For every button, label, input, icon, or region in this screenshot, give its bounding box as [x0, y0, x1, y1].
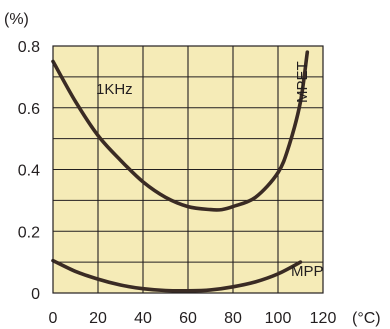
x-tick-label: 40: [134, 310, 152, 327]
grid: [53, 46, 323, 293]
series-line-mpet: [51, 50, 310, 212]
series-label-mpet: MPET: [294, 61, 311, 103]
y-axis-unit: (%): [4, 11, 29, 28]
y-tick-label: 0.8: [18, 39, 40, 56]
x-tick-labels: 0 20 40 60 80 100 120: [49, 310, 337, 327]
plot-frame: [52, 45, 324, 294]
y-tick-label: 0.2: [18, 224, 40, 241]
series-lines: [51, 50, 310, 293]
x-axis-unit: (°C): [352, 310, 381, 327]
x-tick-label: 80: [224, 310, 242, 327]
series-label-mpp: MPP: [291, 263, 324, 280]
x-tick-label: 100: [265, 310, 292, 327]
y-tick-labels: 0 0.2 0.4 0.6 0.8: [18, 39, 40, 303]
x-tick-label: 120: [310, 310, 337, 327]
series-line-mpp: [51, 258, 303, 293]
x-tick-label: 0: [49, 310, 58, 327]
x-tick-label: 20: [89, 310, 107, 327]
y-tick-label: 0: [31, 286, 40, 303]
y-tick-label: 0.4: [18, 163, 40, 180]
y-tick-label: 0.6: [18, 101, 40, 118]
annotation-1khz: 1KHz: [96, 81, 133, 98]
x-tick-label: 60: [179, 310, 197, 327]
